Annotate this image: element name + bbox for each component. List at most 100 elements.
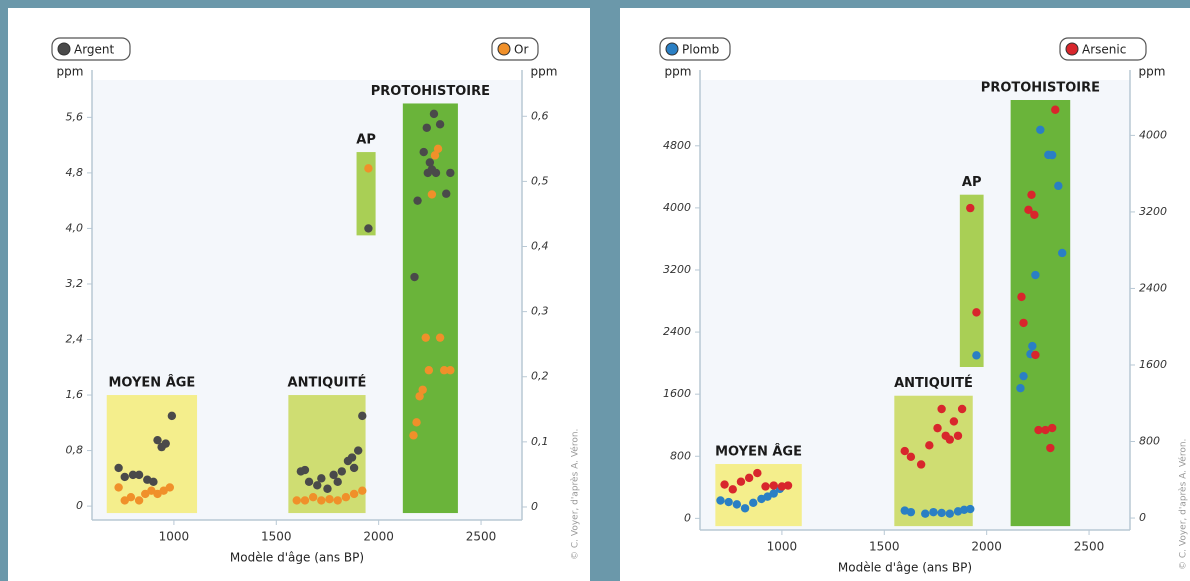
x-tick-label: 1000 xyxy=(159,530,190,544)
point xyxy=(325,494,334,504)
x-axis-label: Modèle d'âge (ans BP) xyxy=(838,561,972,575)
y-axis-label: ppm xyxy=(665,65,692,79)
y2-tick-label: 0,6 xyxy=(531,109,549,122)
legend-swatch xyxy=(497,42,511,56)
point xyxy=(1036,125,1045,135)
y-tick-label: 0 xyxy=(76,499,83,512)
x-tick-label: 2000 xyxy=(363,530,394,544)
point xyxy=(317,496,326,505)
point xyxy=(777,482,787,491)
point xyxy=(410,272,419,282)
point xyxy=(1017,292,1026,302)
point xyxy=(349,463,359,473)
point xyxy=(1054,181,1063,191)
point xyxy=(134,496,144,505)
point xyxy=(769,489,778,498)
x-tick-label: 1500 xyxy=(869,540,900,554)
legend-label: Arsenic xyxy=(1082,43,1126,57)
point xyxy=(945,509,955,518)
point xyxy=(300,465,310,475)
point xyxy=(333,496,342,505)
y-tick-label: 4,0 xyxy=(66,221,84,234)
point xyxy=(347,453,357,462)
point xyxy=(364,224,373,233)
point xyxy=(906,452,916,462)
point xyxy=(1047,150,1057,160)
y-tick-label: 3200 xyxy=(663,263,691,276)
y2-tick-label: 3200 xyxy=(1139,205,1167,218)
x-tick-label: 2500 xyxy=(466,530,497,544)
point xyxy=(114,463,123,473)
point xyxy=(141,489,150,499)
legend-box xyxy=(659,37,731,61)
point xyxy=(114,483,123,492)
point xyxy=(341,493,351,502)
point xyxy=(1016,383,1025,393)
point xyxy=(937,508,946,518)
point xyxy=(906,507,916,517)
point xyxy=(337,467,347,476)
point xyxy=(740,504,750,513)
y-tick-label: 800 xyxy=(670,449,691,462)
point xyxy=(422,123,431,132)
period-box xyxy=(106,395,198,514)
point xyxy=(161,439,170,448)
point xyxy=(126,493,136,502)
point xyxy=(953,431,963,440)
point xyxy=(292,496,301,505)
point xyxy=(1031,350,1040,360)
y2-tick-label: 1600 xyxy=(1139,358,1167,371)
y-tick-label: 4000 xyxy=(663,201,691,214)
point xyxy=(753,468,762,478)
point xyxy=(317,474,326,483)
point xyxy=(147,486,156,495)
point xyxy=(413,196,422,205)
point xyxy=(1019,371,1028,381)
legend-box xyxy=(51,37,131,61)
point xyxy=(429,109,439,119)
point xyxy=(165,483,175,492)
y-tick-label: 3,2 xyxy=(66,277,84,290)
point xyxy=(761,482,770,491)
y2-tick-label: 2400 xyxy=(1139,281,1167,294)
point xyxy=(431,168,441,178)
point xyxy=(945,435,955,444)
x-tick-label: 2000 xyxy=(971,540,1002,554)
y2-tick-label: 800 xyxy=(1139,435,1160,448)
period-label: PROTOHISTOIRE xyxy=(371,84,490,99)
point xyxy=(1051,105,1060,114)
point xyxy=(300,496,310,505)
point xyxy=(972,351,981,360)
point xyxy=(966,203,975,213)
period-label: MOYEN ÂGE xyxy=(108,375,195,391)
y2-tick-label: 0,4 xyxy=(531,240,549,253)
point xyxy=(323,484,332,493)
point xyxy=(412,418,421,427)
period-box xyxy=(1010,100,1071,527)
point xyxy=(134,470,144,480)
point xyxy=(937,404,946,414)
point xyxy=(153,489,162,499)
point xyxy=(159,486,168,495)
point xyxy=(415,392,424,401)
point xyxy=(313,481,322,490)
point xyxy=(1058,248,1067,258)
y-tick-label: 4,8 xyxy=(66,166,84,179)
point xyxy=(304,477,314,487)
period-box xyxy=(356,152,376,236)
point xyxy=(959,505,969,515)
point xyxy=(1047,423,1057,433)
period-label: AP xyxy=(962,175,982,190)
point xyxy=(1028,341,1037,351)
point xyxy=(349,489,359,499)
point xyxy=(933,423,942,433)
legend-label: Argent xyxy=(74,43,115,57)
point xyxy=(1041,425,1050,435)
point xyxy=(736,477,746,486)
x-tick-label: 1000 xyxy=(767,540,798,554)
point xyxy=(749,498,758,508)
point xyxy=(427,190,437,199)
y-tick-label: 1,6 xyxy=(66,388,84,401)
legend-swatch xyxy=(665,42,679,56)
